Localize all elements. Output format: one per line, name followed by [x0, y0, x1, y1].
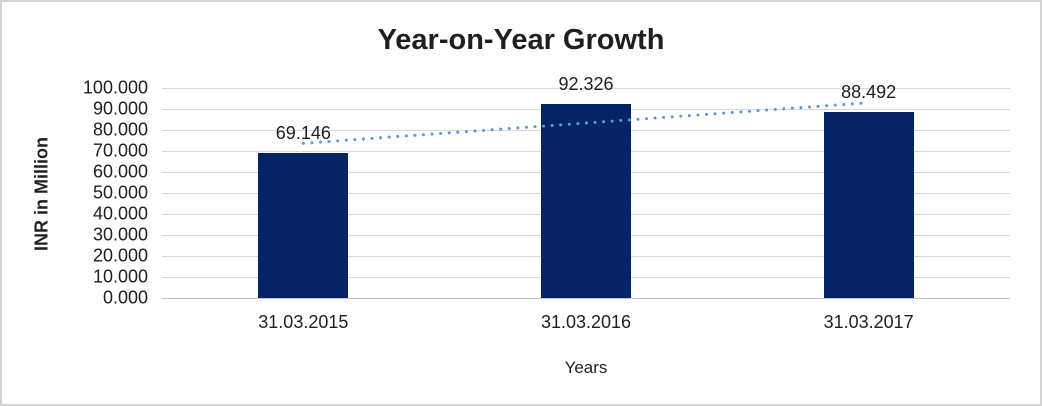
- x-tick-label: 31.03.2015: [258, 312, 349, 332]
- plot-area: 69.146 31.03.2015 92.326 31.03.2016 88.492 31…: [162, 74, 1010, 332]
- x-axis-title: Years: [564, 358, 608, 377]
- y-tick-label: 60.000: [92, 161, 148, 182]
- y-tick-label: 90.000: [92, 98, 148, 119]
- y-tick-label: 40.000: [92, 203, 148, 224]
- y-tick-label: 10.000: [92, 266, 148, 287]
- bar-data-label: 92.326: [558, 74, 614, 95]
- y-tick-label: 30.000: [92, 224, 148, 245]
- bar: [258, 152, 349, 298]
- y-axis-tick-labels: 0.000 10.000 20.000 30.000 40.000 50.000 60.00…: [2, 78, 148, 308]
- bar-data-label: 69.146: [275, 122, 331, 143]
- y-tick-label: 20.000: [92, 245, 148, 266]
- bar: [823, 112, 914, 298]
- bar-data-label: 88.492: [841, 82, 897, 103]
- y-tick-label: 50.000: [92, 182, 148, 203]
- y-tick-label: 100.000: [82, 77, 148, 98]
- chart-title: Year-on-Year Growth: [377, 24, 665, 56]
- y-tick-label: 80.000: [92, 119, 148, 140]
- x-tick-label: 31.03.2017: [823, 312, 914, 332]
- y-tick-label: 0.000: [102, 287, 148, 308]
- x-tick-label: 31.03.2016: [540, 312, 632, 332]
- y-tick-label: 70.000: [92, 140, 148, 161]
- bar: [541, 104, 631, 298]
- gridline: [162, 88, 1010, 89]
